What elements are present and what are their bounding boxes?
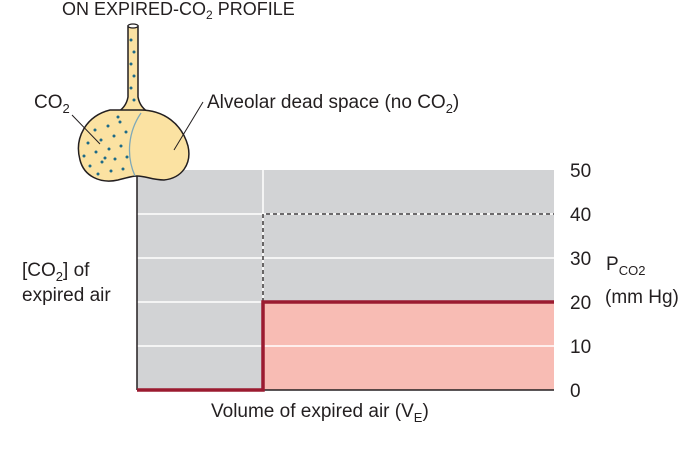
x-axis-label: Volume of expired air (VE) [211, 401, 429, 425]
co2-dot [125, 155, 129, 159]
co2-dot [103, 156, 107, 160]
y-tick-label: 20 [570, 293, 591, 314]
co2-leader-line [71, 114, 101, 145]
right-axis-label: PCO2 [606, 254, 645, 278]
co2-dot [119, 144, 123, 148]
co2-dot [88, 164, 92, 168]
reference-level-dashed-line [262, 213, 554, 302]
co2-dot [100, 160, 104, 164]
left-axis-label-line1: [CO2] of [22, 260, 90, 284]
co2-dot [132, 74, 136, 78]
co2-dot [116, 115, 120, 119]
right-axis-units: (mm Hg) [605, 287, 679, 308]
expired-co2-profile-line [137, 300, 554, 392]
co2-dot [86, 141, 90, 145]
diagram-title: ON EXPIRED-CO2 PROFILE [62, 0, 295, 22]
co2-dot [96, 172, 100, 176]
co2-dot [99, 138, 103, 142]
co2-dot [113, 157, 117, 161]
co2-dot [106, 124, 110, 128]
co2-dot [132, 50, 136, 54]
co2-label: CO2 [34, 92, 70, 116]
y-tick-label: 10 [570, 337, 591, 358]
co2-dot [129, 86, 133, 90]
y-tick-labels: 50 40 30 20 10 0 [570, 161, 591, 402]
co2-dot [93, 128, 97, 132]
co2-dot [82, 154, 86, 158]
co2-dot [112, 134, 116, 138]
co2-dots [82, 38, 136, 176]
region-boundary [128, 112, 142, 177]
dead-space-label: Alveolar dead space (no CO2) [207, 92, 459, 116]
co2-dot [109, 169, 113, 173]
co2-dot [121, 167, 125, 171]
co2-dot [107, 147, 111, 151]
y-tick-label: 0 [570, 381, 581, 402]
co2-dot [132, 98, 136, 102]
co2-dot [94, 150, 98, 154]
co2-dot [118, 120, 122, 124]
trachea-opening [127, 23, 139, 29]
y-tick-label: 50 [570, 161, 591, 182]
dead-space-leader-line [173, 101, 204, 151]
co2-dot [129, 62, 133, 66]
co2-dot [124, 130, 128, 134]
left-axis-label-line2: expired air [22, 285, 111, 306]
lung-airway-illustration [71, 23, 204, 182]
y-tick-label: 40 [570, 205, 591, 226]
y-tick-label: 30 [570, 249, 591, 270]
alveolus-sac [77, 109, 190, 182]
co2-dot [129, 38, 133, 42]
